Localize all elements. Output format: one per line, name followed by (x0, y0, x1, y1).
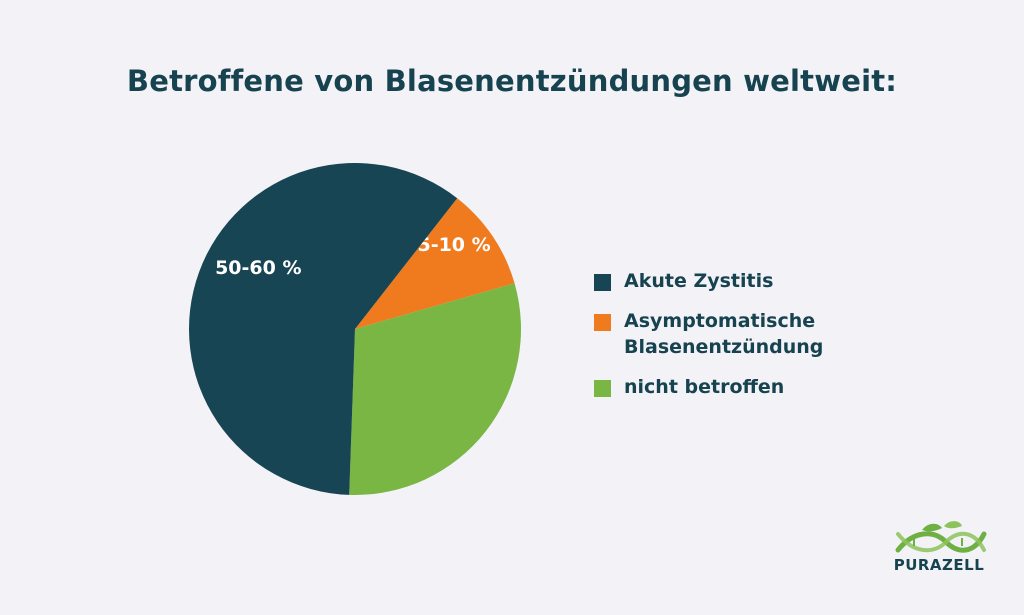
slice-asymptomatische (355, 198, 515, 329)
legend-item-akute-zystitis: Akute Zystitis (594, 268, 834, 294)
legend-swatch (594, 380, 611, 397)
slice-label-akute-zystitis: 50-60 % (215, 257, 301, 279)
legend-swatch (594, 274, 611, 291)
legend-swatch (594, 314, 611, 331)
legend-label: Asymptomatische Blasenentzündung (624, 310, 824, 358)
slice-nicht-betroffen (349, 283, 521, 495)
legend-label: nicht betroffen (624, 376, 785, 398)
slice-label-asymptomatische: 5-10 % (417, 234, 490, 256)
legend: Akute Zystitis Asymptomatische Blasenent… (594, 268, 834, 400)
legend-item-nicht-betroffen: nicht betroffen (594, 374, 834, 400)
chart-title: Betroffene von Blasenentzündungen weltwe… (126, 64, 898, 98)
legend-label: Akute Zystitis (624, 270, 774, 292)
dna-leaf-logo-icon (895, 521, 987, 553)
purazell-logo: PURAZELL (884, 520, 994, 580)
logo-text: PURAZELL (893, 556, 985, 574)
legend-item-asymptomatische: Asymptomatische Blasenentzündung (594, 308, 834, 360)
slice-akute-zystitis (188, 162, 458, 495)
